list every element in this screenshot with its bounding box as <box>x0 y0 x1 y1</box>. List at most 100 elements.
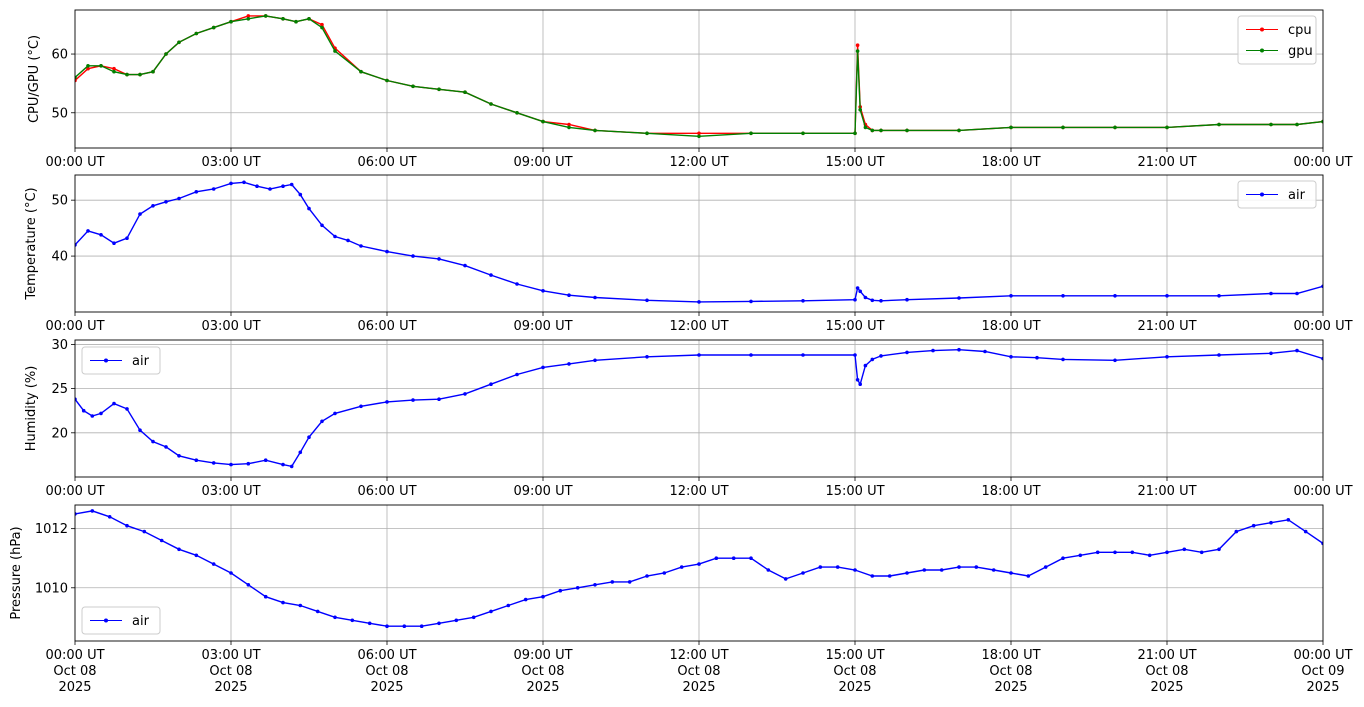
data-point <box>112 69 116 74</box>
data-point <box>315 609 320 614</box>
data-point <box>211 461 216 465</box>
data-point <box>151 204 155 208</box>
data-point <box>749 353 753 357</box>
data-point <box>385 400 389 404</box>
chart-panel-1: 50 60 00:00 UT 03:00 UT 06:00 UT 09:00 UT 12:0… <box>27 9 1353 170</box>
data-point <box>419 624 424 628</box>
data-point <box>246 583 251 587</box>
data-point <box>346 238 350 243</box>
x-tick-date: Oct 08 <box>209 664 252 679</box>
x-tick-label: 12:00 UT <box>669 648 728 663</box>
data-point <box>1061 294 1065 298</box>
data-point <box>99 233 103 237</box>
x-tick-date: Oct 08 <box>677 664 720 679</box>
data-point <box>263 14 268 18</box>
legend: air <box>81 606 161 635</box>
x-tick-label: 21:00 UT <box>1137 155 1196 170</box>
data-point <box>437 397 441 402</box>
data-point <box>515 282 519 286</box>
x-tick-label: 21:00 UT <box>1137 648 1196 663</box>
data-point <box>211 562 216 566</box>
data-point <box>645 355 649 359</box>
data-point <box>593 128 597 133</box>
data-point <box>905 571 909 575</box>
data-point <box>385 249 389 254</box>
data-point <box>567 125 571 130</box>
x-tick-label: 00:00 UT <box>45 484 104 499</box>
x-tick-label: 15:00 UT <box>825 155 884 170</box>
data-point <box>194 458 199 463</box>
data-point <box>879 299 883 303</box>
x-tick-label: 00:00 UT <box>1293 155 1352 170</box>
data-point <box>1130 550 1135 555</box>
data-point <box>1217 294 1221 298</box>
data-point <box>870 298 875 303</box>
data-point <box>567 293 571 298</box>
y-axis-label: Pressure (hPa) <box>9 526 24 619</box>
data-point <box>359 404 363 409</box>
x-tick-year: 2025 <box>1306 680 1339 695</box>
data-point <box>1269 291 1273 296</box>
data-point <box>463 90 467 94</box>
data-point <box>281 462 285 467</box>
data-point <box>99 411 103 416</box>
data-point <box>905 350 909 355</box>
data-point <box>957 347 961 352</box>
data-point <box>298 603 303 608</box>
y-tick-label: 50 <box>51 194 68 209</box>
data-point <box>879 128 883 133</box>
data-point <box>177 547 181 552</box>
data-point <box>697 562 701 566</box>
data-point <box>1269 351 1273 356</box>
data-point <box>697 131 701 136</box>
data-point <box>515 372 519 377</box>
y-tick-label: 40 <box>51 250 68 265</box>
data-point <box>887 574 892 578</box>
data-point <box>298 192 303 197</box>
chart-panel-2: 40 50 00:00 UT 03:00 UT 06:00 UT 09:00 UT 12:0… <box>24 174 1353 334</box>
data-point <box>645 131 649 136</box>
data-point <box>112 401 116 406</box>
data-point <box>489 273 493 277</box>
data-point <box>567 122 571 127</box>
data-point <box>783 577 788 581</box>
data-point <box>177 454 181 458</box>
data-point <box>471 615 476 620</box>
data-point <box>749 299 753 304</box>
data-point <box>905 297 909 302</box>
series-gpu <box>75 14 1323 139</box>
data-point <box>749 131 753 136</box>
y-tick-label: 25 <box>51 382 68 397</box>
data-point <box>931 348 935 353</box>
legend-label-air: air <box>132 354 150 369</box>
x-tick-label: 00:00 UT <box>1293 648 1352 663</box>
data-point <box>1061 556 1065 560</box>
data-point <box>1061 125 1065 130</box>
data-point <box>1199 550 1204 555</box>
data-point <box>289 464 294 469</box>
data-point <box>957 565 961 569</box>
data-point <box>855 378 860 382</box>
data-point <box>151 69 155 74</box>
data-point <box>229 462 233 467</box>
data-point <box>801 353 805 357</box>
x-tick-label: 15:00 UT <box>825 648 884 663</box>
data-point <box>1009 294 1013 298</box>
data-point <box>1234 529 1239 534</box>
data-point <box>1295 348 1299 353</box>
legend: air <box>1237 180 1317 209</box>
data-point <box>90 509 95 513</box>
data-point <box>1251 523 1256 528</box>
data-point <box>437 621 441 626</box>
data-point <box>263 458 268 463</box>
data-point <box>731 556 736 560</box>
data-point <box>1113 550 1117 555</box>
chart-panel-3: 20 25 30 00:00 UT 03:00 UT 06:00 UT 09:00 UT 12… <box>24 338 1353 499</box>
data-point <box>125 236 129 240</box>
data-point <box>1113 358 1117 363</box>
data-point <box>242 180 246 185</box>
data-point <box>575 586 580 590</box>
data-point <box>320 25 324 30</box>
data-point <box>1217 547 1221 552</box>
data-point <box>268 187 272 191</box>
